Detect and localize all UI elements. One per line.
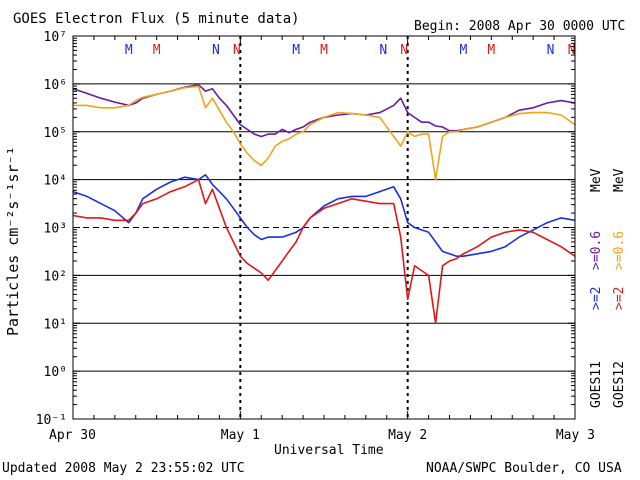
legend-mev-2: MeV: [612, 168, 627, 192]
credit: NOAA/SWPC Boulder, CO USA: [426, 461, 622, 476]
x-tick-label: Apr 30: [49, 428, 96, 443]
y-tick-label: 10²: [44, 269, 67, 284]
y-axis-label: Particles cm⁻²s⁻¹sr⁻¹: [4, 146, 22, 336]
marker-n: N: [212, 43, 220, 58]
legend-goes12: GOES12: [612, 361, 627, 408]
marker-n: N: [233, 43, 241, 58]
marker-m: M: [125, 43, 133, 58]
y-tick-label: 10⁵: [44, 126, 67, 141]
y-tick-label: 10⁻¹: [36, 413, 67, 428]
x-tick-label: May 3: [556, 428, 595, 443]
marker-m: M: [153, 43, 161, 58]
y-tick-label: 10³: [44, 222, 67, 237]
legend-goes11: GOES11: [589, 361, 604, 408]
chart-title: GOES Electron Flux (5 minute data): [13, 11, 300, 27]
x-tick-label: May 1: [221, 428, 260, 443]
marker-m: M: [320, 43, 328, 58]
series-line-blue: [72, 174, 576, 258]
x-axis-label: Universal Time: [274, 443, 384, 458]
y-tick-label: 10⁴: [44, 174, 67, 189]
series-line-purple: [72, 84, 576, 138]
begin-time: Begin: 2008 Apr 30 0000 UTC: [414, 19, 626, 34]
series-line-orange: [73, 85, 576, 181]
legend-goes12-06mev: >=0.6: [612, 230, 627, 270]
y-tick-label: 10⁶: [44, 78, 67, 93]
series-line-red: [72, 178, 576, 325]
y-tick-label: 10¹: [44, 317, 67, 332]
legend-goes11-2mev: >=2: [589, 286, 604, 310]
y-tick-label: 10⁷: [44, 30, 67, 45]
y-tick-label: 10⁰: [44, 365, 67, 380]
marker-m: M: [487, 43, 495, 58]
marker-m: M: [292, 43, 300, 58]
x-tick-label: May 2: [388, 428, 427, 443]
legend-goes12-2mev: >=2: [612, 286, 627, 310]
marker-m: M: [460, 43, 468, 58]
marker-n: N: [547, 43, 555, 58]
marker-n: N: [379, 43, 387, 58]
plot-frame: [72, 35, 576, 420]
marker-n: N: [400, 43, 408, 58]
updated-timestamp: Updated 2008 May 2 23:55:02 UTC: [2, 461, 245, 476]
legend-goes11-06mev: >=0.6: [589, 230, 604, 270]
legend-mev-1: MeV: [589, 168, 604, 192]
